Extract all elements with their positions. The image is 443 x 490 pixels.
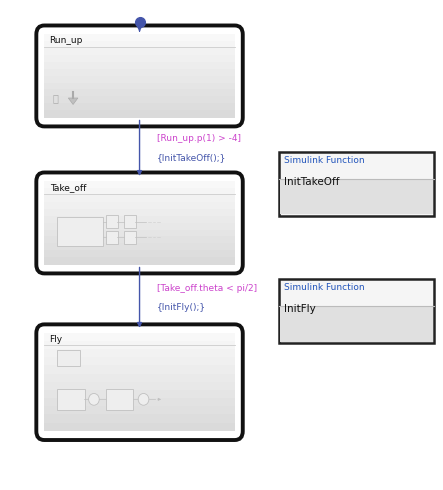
FancyBboxPatch shape <box>106 231 118 244</box>
FancyBboxPatch shape <box>44 75 235 83</box>
FancyBboxPatch shape <box>279 152 434 216</box>
FancyBboxPatch shape <box>44 181 235 188</box>
FancyBboxPatch shape <box>44 406 235 415</box>
FancyBboxPatch shape <box>57 389 85 410</box>
FancyBboxPatch shape <box>106 215 118 228</box>
FancyBboxPatch shape <box>44 357 235 366</box>
FancyBboxPatch shape <box>44 55 235 62</box>
FancyBboxPatch shape <box>44 244 235 251</box>
FancyBboxPatch shape <box>44 188 235 195</box>
Polygon shape <box>68 98 78 104</box>
FancyBboxPatch shape <box>44 97 235 104</box>
FancyBboxPatch shape <box>57 217 103 246</box>
Text: [Run_up.p(1) > -4]: [Run_up.p(1) > -4] <box>157 134 241 143</box>
Text: Take_off: Take_off <box>50 183 86 192</box>
Text: Simulink Function: Simulink Function <box>284 283 365 292</box>
FancyBboxPatch shape <box>44 110 235 118</box>
FancyBboxPatch shape <box>44 69 235 76</box>
FancyBboxPatch shape <box>44 390 235 398</box>
FancyBboxPatch shape <box>44 373 235 382</box>
Text: Run_up: Run_up <box>50 36 83 45</box>
FancyBboxPatch shape <box>44 48 235 55</box>
FancyBboxPatch shape <box>44 34 235 41</box>
Text: {InitTakeOff();}: {InitTakeOff();} <box>157 153 227 162</box>
FancyBboxPatch shape <box>44 222 235 230</box>
FancyBboxPatch shape <box>106 389 133 410</box>
Circle shape <box>138 393 149 405</box>
FancyBboxPatch shape <box>44 41 235 48</box>
FancyBboxPatch shape <box>44 422 235 431</box>
FancyBboxPatch shape <box>44 382 235 391</box>
FancyBboxPatch shape <box>44 229 235 237</box>
FancyBboxPatch shape <box>280 306 433 342</box>
FancyBboxPatch shape <box>44 398 235 407</box>
FancyBboxPatch shape <box>44 82 235 90</box>
FancyBboxPatch shape <box>44 216 235 223</box>
Text: InitFly: InitFly <box>284 304 316 314</box>
FancyBboxPatch shape <box>44 341 235 349</box>
Text: Fly: Fly <box>50 335 63 344</box>
FancyBboxPatch shape <box>44 209 235 216</box>
FancyBboxPatch shape <box>44 103 235 111</box>
FancyBboxPatch shape <box>124 215 136 228</box>
FancyBboxPatch shape <box>279 279 434 343</box>
FancyBboxPatch shape <box>280 179 433 214</box>
FancyBboxPatch shape <box>44 90 235 97</box>
FancyBboxPatch shape <box>44 250 235 258</box>
Text: {InitFly();}: {InitFly();} <box>157 303 206 312</box>
FancyBboxPatch shape <box>57 350 80 366</box>
FancyBboxPatch shape <box>44 415 235 423</box>
Text: Simulink Function: Simulink Function <box>284 156 365 165</box>
FancyBboxPatch shape <box>44 333 235 342</box>
FancyBboxPatch shape <box>44 202 235 209</box>
Circle shape <box>89 393 99 405</box>
FancyBboxPatch shape <box>44 62 235 69</box>
FancyBboxPatch shape <box>44 349 235 358</box>
FancyBboxPatch shape <box>44 366 235 374</box>
FancyBboxPatch shape <box>44 237 235 244</box>
FancyBboxPatch shape <box>44 195 235 202</box>
FancyBboxPatch shape <box>124 231 136 244</box>
FancyBboxPatch shape <box>44 257 235 265</box>
Text: ⛓: ⛓ <box>52 93 58 103</box>
Text: [Take_off.theta < pi/2]: [Take_off.theta < pi/2] <box>157 284 257 293</box>
Text: InitTakeOff: InitTakeOff <box>284 177 340 187</box>
